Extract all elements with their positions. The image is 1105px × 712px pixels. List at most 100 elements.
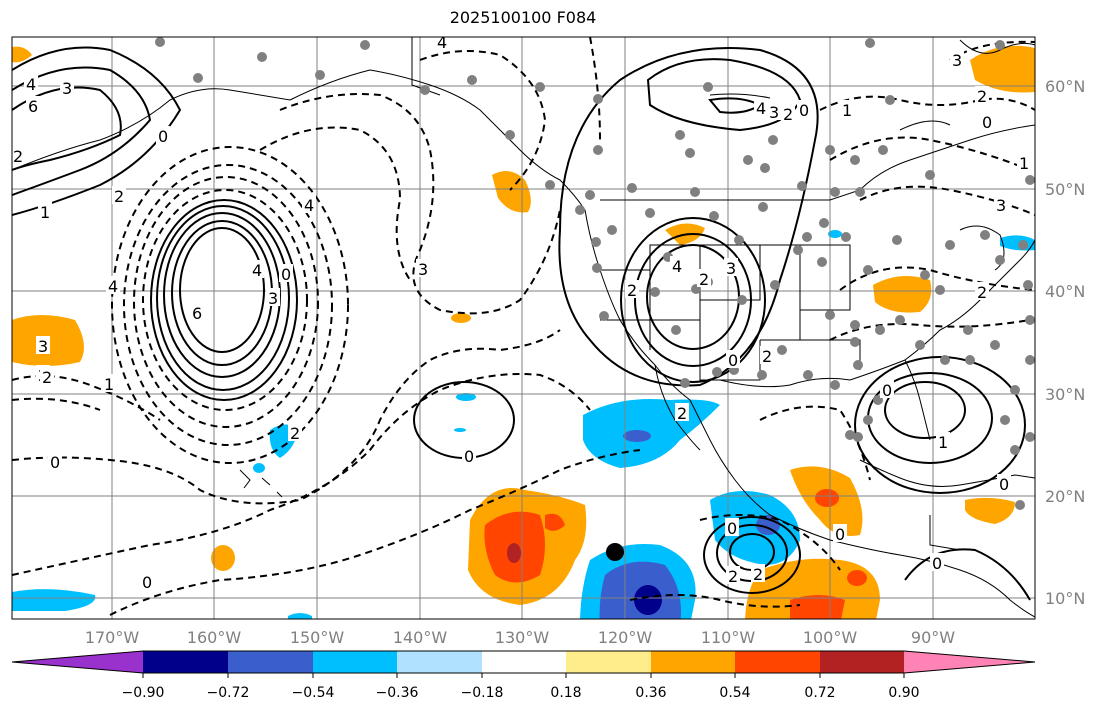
contour-label: 2 bbox=[13, 147, 23, 166]
colorbar-segment bbox=[820, 651, 904, 673]
contour-solid bbox=[179, 227, 265, 353]
contour-dashed bbox=[123, 164, 333, 446]
colorbar-tick-label: 0.54 bbox=[719, 685, 750, 701]
contour-solid bbox=[558, 47, 819, 387]
contour-solid bbox=[150, 199, 298, 401]
contour-label: 0 bbox=[835, 525, 845, 544]
contour-solid bbox=[12, 66, 152, 196]
contour-dashed bbox=[259, 126, 411, 281]
contour-label: 0 bbox=[932, 554, 942, 573]
contour-label: 3 bbox=[418, 260, 428, 279]
contour-label: 2 bbox=[753, 565, 763, 584]
contour-label: 0 bbox=[799, 101, 809, 120]
contour-label: 6 bbox=[192, 304, 202, 323]
positive-anomaly-area bbox=[451, 313, 471, 323]
contour-label: 4 bbox=[252, 261, 262, 280]
negative-anomaly-area bbox=[454, 428, 466, 432]
contour-label: 4 bbox=[756, 99, 766, 118]
negative-anomaly-area bbox=[253, 463, 265, 473]
contour-solid bbox=[708, 97, 762, 114]
negative-anomaly-area bbox=[756, 515, 780, 535]
contour-dashed bbox=[109, 449, 641, 616]
contour-label: 4 bbox=[304, 196, 314, 215]
lon-tick-label: 160°W bbox=[187, 628, 242, 647]
colorbar-min-extension bbox=[12, 651, 143, 673]
contour-label: 1 bbox=[938, 433, 948, 452]
strong-positive-anomaly bbox=[815, 489, 839, 507]
negative-anomaly-area bbox=[710, 491, 800, 565]
contour-label: 4 bbox=[672, 257, 682, 276]
contour-label: 0 bbox=[281, 265, 291, 284]
contour-solid bbox=[904, 548, 1031, 601]
positive-anomaly-area bbox=[873, 276, 932, 313]
colorbar-tick-label: −0.54 bbox=[292, 685, 335, 701]
contour-label: 2 bbox=[42, 368, 52, 387]
contour-label: 4 bbox=[108, 277, 118, 296]
positive-anomaly-area bbox=[12, 46, 32, 63]
contour-solid bbox=[884, 381, 966, 439]
contour-label: 2 bbox=[290, 424, 300, 443]
lon-tick-label: 140°W bbox=[393, 628, 448, 647]
contour-dashed bbox=[829, 319, 1031, 341]
lon-tick-label: 100°W bbox=[803, 628, 858, 647]
negative-anomaly-area bbox=[456, 393, 476, 401]
colorbar-tick-label: 0.90 bbox=[888, 685, 919, 701]
contour-solid bbox=[156, 205, 290, 391]
contour-solid bbox=[171, 220, 273, 366]
colorbar-tick-label: −0.36 bbox=[376, 685, 419, 701]
contour-label: 0 bbox=[727, 519, 737, 538]
contour-label: 0 bbox=[999, 475, 1009, 494]
map-plot-area: 4 3 6 0 2 1 2 4 6 4 3 0 3 2 bbox=[12, 37, 1035, 619]
contour-dashed bbox=[12, 329, 561, 505]
lat-tick-label: 20°N bbox=[1045, 487, 1085, 506]
contour-solid bbox=[12, 46, 182, 216]
contour-label: 1 bbox=[1019, 154, 1029, 173]
contour-label: 3 bbox=[38, 337, 48, 356]
negative-anomaly-area bbox=[12, 589, 96, 611]
contour-label: 0 bbox=[982, 113, 992, 132]
lon-tick-label: 130°W bbox=[495, 628, 550, 647]
longitude-axis: 170°W 160°W 150°W 140°W 130°W 120°W 110°… bbox=[85, 628, 955, 647]
contour-dashed bbox=[629, 594, 801, 608]
contour-label: 3 bbox=[769, 103, 779, 122]
lat-tick-label: 60°N bbox=[1045, 77, 1085, 96]
contour-label: 3 bbox=[726, 259, 736, 278]
lon-tick-label: 110°W bbox=[701, 628, 756, 647]
contour-label: 2 bbox=[762, 347, 772, 366]
contour-label: 2 bbox=[699, 270, 709, 289]
colorbar-tick-label: −0.90 bbox=[122, 685, 165, 701]
contour-dashed bbox=[589, 37, 601, 141]
lat-tick-label: 40°N bbox=[1045, 282, 1085, 301]
contour-label: 1 bbox=[842, 101, 852, 120]
contour-dashed bbox=[12, 373, 591, 576]
contour-dashed bbox=[142, 189, 308, 411]
contour-label: 1 bbox=[104, 375, 114, 394]
contour-dashed bbox=[133, 176, 319, 428]
colorbar-max-extension bbox=[904, 651, 1035, 673]
positive-anomaly-area bbox=[970, 45, 1035, 93]
positive-anomaly-area bbox=[545, 513, 565, 531]
colorbar-tick-label: 0.36 bbox=[635, 685, 666, 701]
contour-label: 2 bbox=[114, 187, 124, 206]
contour-dashed bbox=[419, 50, 547, 191]
contour-label: 2 bbox=[977, 87, 987, 106]
strong-positive-anomaly bbox=[790, 595, 845, 619]
contour-dashed bbox=[699, 514, 841, 571]
contour-label: 3 bbox=[62, 79, 72, 98]
peak-negative-anomaly bbox=[634, 585, 662, 615]
contour-solid bbox=[703, 516, 801, 594]
contour-dashed bbox=[12, 397, 101, 411]
positive-anomaly-area bbox=[492, 171, 531, 213]
negative-anomaly-area bbox=[288, 613, 312, 619]
station-markers bbox=[155, 37, 1035, 510]
lon-tick-label: 170°W bbox=[85, 628, 140, 647]
negative-anomaly-area bbox=[623, 430, 651, 442]
contour-label: 3 bbox=[268, 289, 278, 308]
colorbar-segment bbox=[143, 651, 228, 673]
colorbar-tick-label: −0.18 bbox=[461, 685, 504, 701]
contour-label: 3 bbox=[952, 51, 962, 70]
contour-label: 0 bbox=[464, 447, 474, 466]
contour-label: 2 bbox=[977, 283, 987, 302]
peak-positive-anomaly bbox=[507, 543, 521, 563]
positive-anomaly-area bbox=[211, 545, 235, 571]
